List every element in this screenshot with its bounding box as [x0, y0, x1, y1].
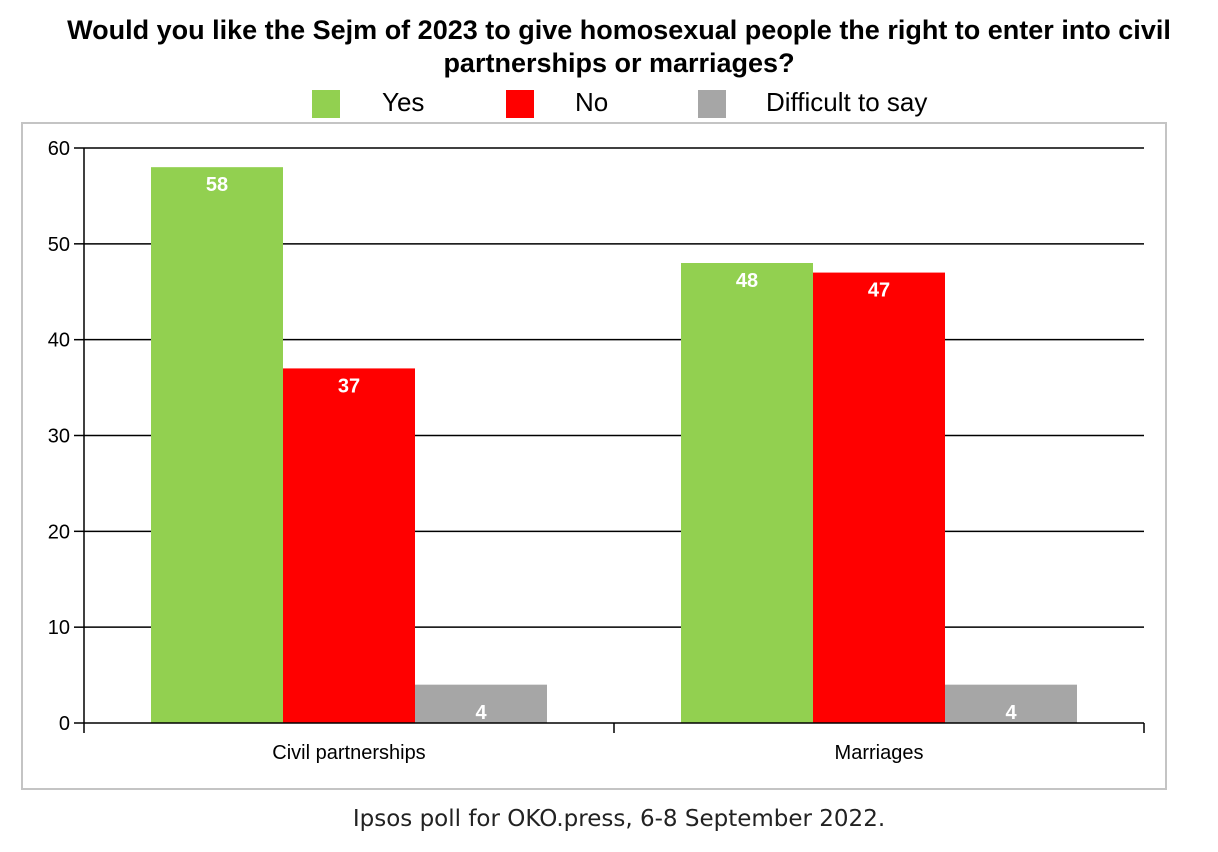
- x-tick-label-civil-partnerships: Civil partnerships: [272, 742, 425, 764]
- y-tick-label-40: 40: [48, 330, 70, 352]
- legend-swatch-no: [506, 90, 534, 118]
- bar-label-marriages-no: 47: [868, 280, 890, 302]
- legend-swatch-difficult: [698, 90, 726, 118]
- y-tick-label-60: 60: [48, 138, 70, 160]
- bar-label-marriages-yes: 48: [736, 270, 758, 292]
- x-axis-ticks: Civil partnerships Marriages: [83, 723, 1145, 764]
- legend: Yes No Difficult to say: [312, 86, 1012, 118]
- bar-marriages-difficult-to-say: [945, 684, 1077, 723]
- legend-swatch-yes: [312, 90, 340, 118]
- bar-civil-partnerships-yes: [151, 167, 283, 723]
- y-axis-ticks: 0 10 20 30 40 50 60: [48, 138, 84, 735]
- bar-label-civil-partnerships-yes: 58: [206, 174, 228, 196]
- y-tick-label-0: 0: [59, 713, 70, 735]
- bar-label-civil-partnerships-difficult-to-say: 4: [475, 702, 487, 724]
- y-tick-label-20: 20: [48, 521, 70, 543]
- y-tick-label-30: 30: [48, 426, 70, 448]
- y-tick-label-50: 50: [48, 234, 70, 256]
- bar-label-marriages-difficult-to-say: 4: [1005, 702, 1017, 724]
- bar-marriages-yes: [681, 263, 813, 723]
- y-tick-label-10: 10: [48, 617, 70, 639]
- bar-civil-partnerships-difficult-to-say: [415, 684, 547, 723]
- x-tick-label-marriages: Marriages: [835, 742, 924, 764]
- chart-title: Would you like the Sejm of 2023 to give …: [67, 15, 1171, 78]
- footnote: Ipsos poll for OKO.press, 6-8 September …: [352, 806, 886, 832]
- bar-civil-partnerships-no: [283, 368, 415, 723]
- legend-label-yes: Yes: [382, 87, 425, 117]
- bar-label-civil-partnerships-no: 37: [338, 375, 360, 397]
- legend-label-difficult: Difficult to say: [766, 87, 928, 117]
- legend-label-no: No: [575, 87, 609, 117]
- bars: [151, 167, 1077, 723]
- bar-marriages-no: [813, 272, 945, 723]
- bar-labels: 58 37 4 48 47 4: [206, 174, 1018, 724]
